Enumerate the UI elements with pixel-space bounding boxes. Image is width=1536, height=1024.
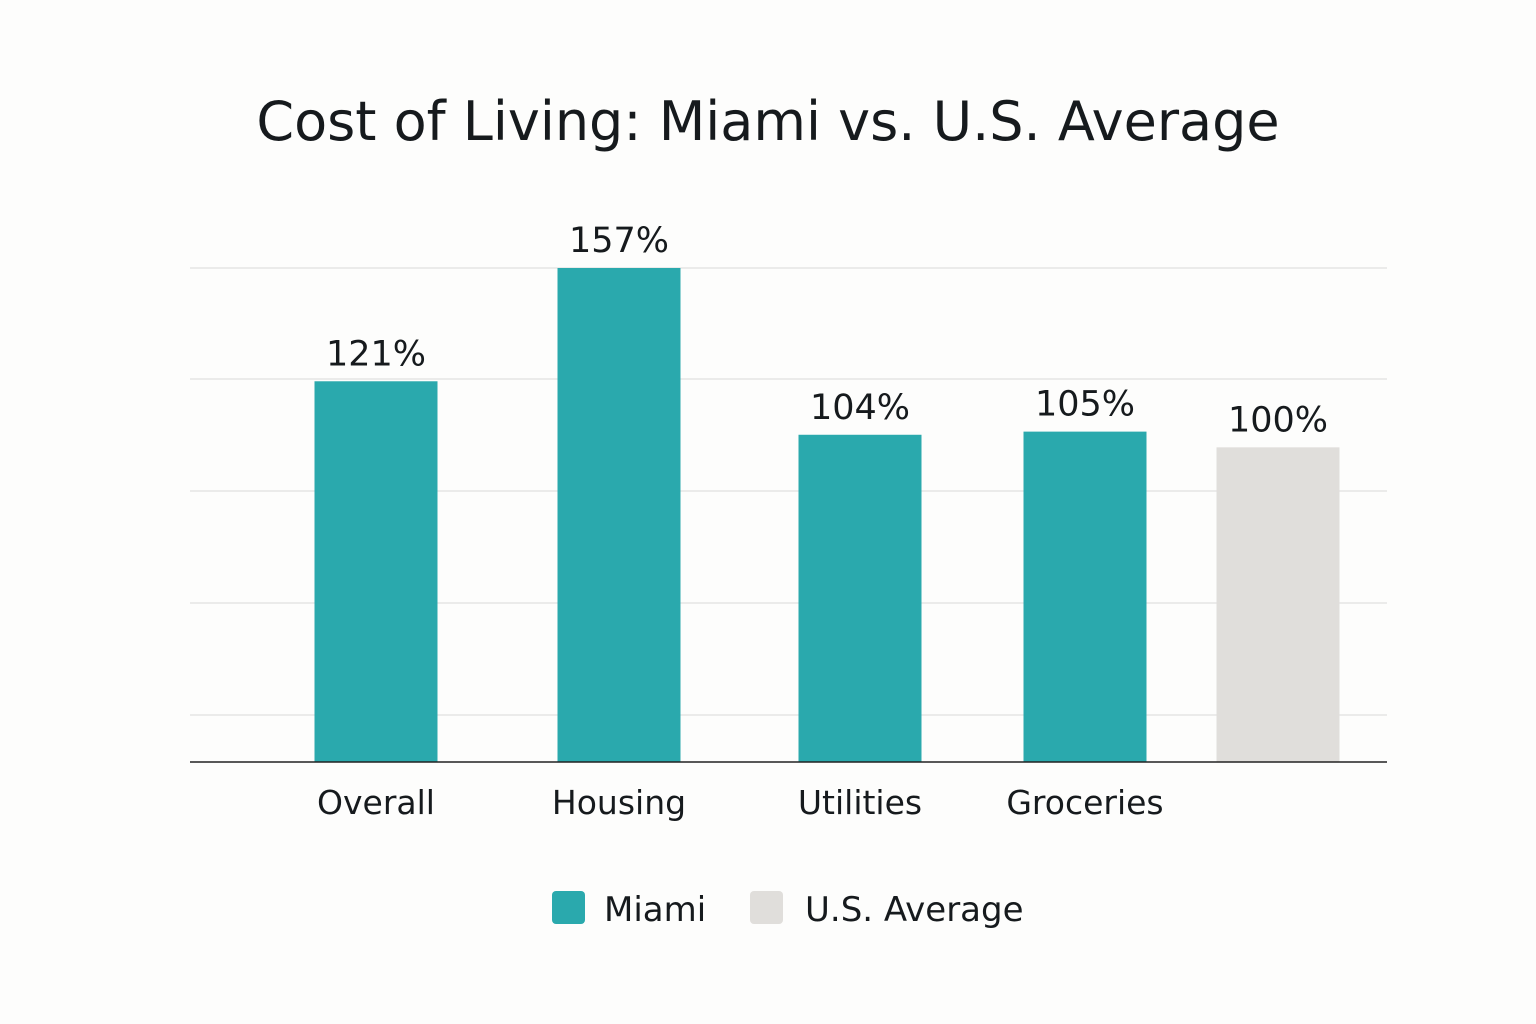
bar-utilities bbox=[798, 434, 922, 762]
legend-label-miami: Miami bbox=[604, 890, 706, 930]
x-tick-label: Utilities bbox=[798, 783, 922, 822]
bar-u-s-average bbox=[1216, 447, 1340, 762]
x-tick-label: Groceries bbox=[1006, 783, 1163, 822]
bar-groceries bbox=[1023, 431, 1147, 762]
chart-title: Cost of Living: Miami vs. U.S. Average bbox=[256, 90, 1279, 153]
legend: Miami U.S. Average bbox=[552, 890, 1024, 930]
data-label: 105% bbox=[1035, 385, 1135, 425]
legend-swatch-miami bbox=[552, 891, 585, 924]
bar-housing bbox=[557, 268, 681, 762]
x-tick-label: Housing bbox=[552, 783, 686, 822]
x-tick-label: Overall bbox=[317, 783, 435, 822]
data-label: 157% bbox=[569, 221, 669, 261]
bar-overall bbox=[314, 381, 438, 762]
data-label: 104% bbox=[810, 388, 910, 428]
bars: 121% Overall 157% Housing 104% Utilities 105% G… bbox=[314, 221, 1340, 822]
legend-label-us-average: U.S. Average bbox=[805, 890, 1024, 930]
legend-swatch-us-average bbox=[750, 891, 783, 924]
data-label: 121% bbox=[326, 334, 426, 374]
data-label: 100% bbox=[1228, 400, 1328, 440]
